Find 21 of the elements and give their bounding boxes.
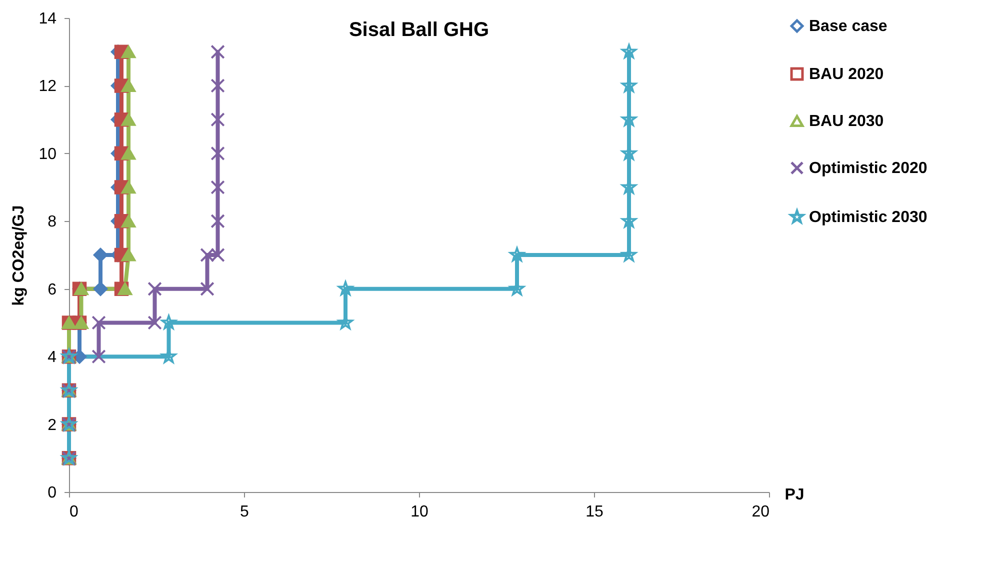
chart-title: Sisal Ball GHG: [348, 19, 490, 41]
x-tick-label: 0: [70, 504, 78, 520]
legend-label: BAU 2020: [809, 66, 884, 83]
y-tick-label: 8: [48, 214, 57, 231]
x-tick-label: 20: [752, 504, 770, 520]
y-tick-label: 10: [38, 146, 57, 163]
legend-label: BAU 2030: [809, 113, 884, 130]
x-tick-label: 5: [240, 504, 250, 520]
legend-label: Optimistic 2030: [809, 209, 928, 226]
x-tick-label: 10: [410, 504, 428, 520]
y-tick-label: 12: [38, 78, 57, 96]
legend-label: Base case: [809, 18, 888, 35]
x-axis-title: PJ: [784, 486, 804, 504]
y-tick-label: 0: [48, 484, 57, 502]
y-tick-label: 6: [48, 281, 57, 298]
x-tick-label: 15: [586, 504, 604, 520]
y-axis-title: kg CO2eq/GJ: [10, 205, 28, 306]
legend-label: Optimistic 2020: [809, 160, 928, 177]
y-tick-label: 4: [48, 349, 57, 366]
y-tick-label: 14: [38, 10, 57, 28]
y-tick-label: 2: [48, 416, 57, 434]
